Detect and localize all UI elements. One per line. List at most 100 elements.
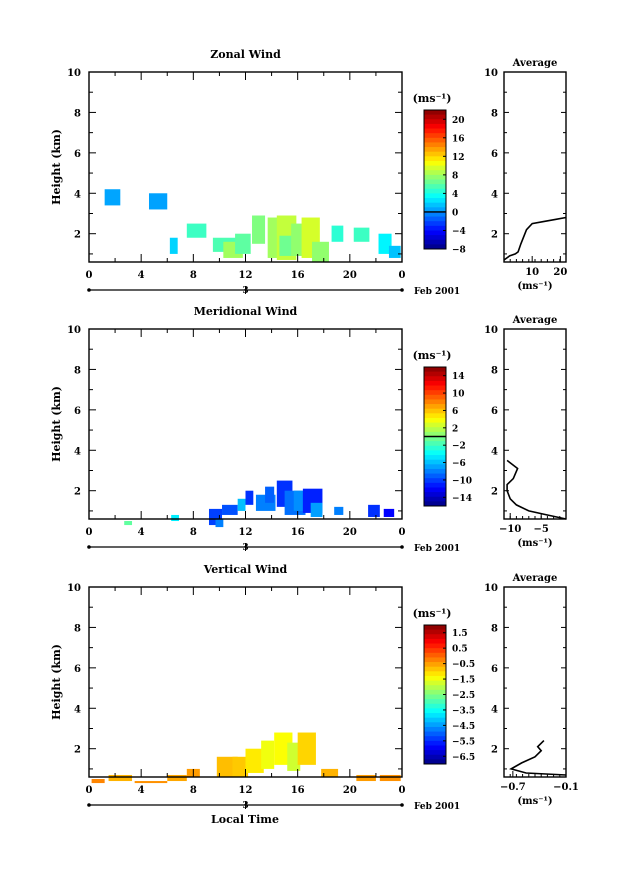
panel3-colorbar-segment-0	[424, 625, 446, 631]
panel2-colorbar-segment-15	[424, 436, 446, 442]
panel3-colorbar-segment-25	[424, 740, 446, 746]
panel1-colorbar-segment-0	[424, 110, 446, 116]
panel3-data-cell-11	[297, 732, 316, 765]
panel1-colorbar-segment-5	[424, 133, 446, 139]
panel1-xtick-label: 0	[399, 270, 406, 281]
panel1-colorbar-tick-label: 20	[452, 116, 465, 126]
panel1-day-axis-end	[400, 288, 404, 292]
panel2-profile-ytick-label: 8	[491, 365, 498, 376]
panel3-ytick-label: 10	[67, 583, 81, 594]
panel1-data-cell-17	[388, 245, 401, 258]
panel3-data-cell-1	[108, 774, 133, 782]
panel3-xtick-label: 12	[239, 785, 253, 796]
panel3-colorbar-segment-21	[424, 722, 446, 728]
panel2-data-cell-15	[368, 504, 380, 517]
panel2-colorbar-segment-16	[424, 441, 446, 447]
panel2-date-label: Feb 2001	[414, 544, 460, 554]
panel1-colorbar-segment-11	[424, 160, 446, 167]
panel2-colorbar-segment-4	[424, 385, 446, 391]
panel2-colorbar-segment-20	[424, 459, 446, 465]
panel2-colorbar-tick-label: −2	[452, 442, 466, 452]
panel1-data-cell-2	[169, 237, 178, 254]
panel1-ytick-label: 4	[74, 189, 81, 200]
panel2-profile-xtick-label: −10	[499, 524, 521, 535]
panel1-data-cell-16	[378, 233, 392, 254]
panel2-ylabel: Height (km)	[50, 386, 63, 462]
panel1-colorbar-segment-25	[424, 225, 446, 231]
panel2-colorbar-segment-5	[424, 390, 446, 396]
panel2-data-cell-14	[334, 506, 344, 515]
panel2-colorbar-segment-12	[424, 422, 446, 428]
panel3-colorbar-segment-13	[424, 685, 446, 691]
panel2-xtick-label: 0	[399, 527, 406, 538]
panel2-data-cell-11	[293, 490, 303, 511]
panel2-xtick-label: 12	[239, 527, 253, 538]
panel3-xtick-label: 0	[399, 785, 406, 796]
panel1-ytick-label: 10	[67, 68, 81, 79]
panel2-profile-xlabel: (ms⁻¹)	[517, 538, 552, 549]
panel2-colorbar-tick-label: 10	[452, 390, 465, 400]
panel3-colorbar-segment-10	[424, 671, 446, 677]
panel2-xtick-label: 0	[86, 527, 93, 538]
panel3-colorbar-segment-22	[424, 726, 446, 733]
panel2-colorbar-segment-26	[424, 487, 446, 493]
panel2-data-cell-3	[215, 519, 224, 528]
panel1-xtick-label: 12	[239, 270, 253, 281]
panel2-data-cell-0	[124, 521, 133, 526]
panel1-profile-frame	[503, 71, 567, 263]
panel2-colorbar-segment-22	[424, 468, 446, 475]
panel1-colorbar-segment-12	[424, 165, 446, 171]
panel1-colorbar-segment-29	[424, 244, 446, 250]
panel2-xtick-label: 16	[291, 527, 305, 538]
panel1-colorbar-tick-label: 12	[452, 153, 465, 163]
panel1-colorbar-unit: (ms⁻¹)	[413, 92, 452, 105]
panel1-colorbar-segment-8	[424, 147, 446, 153]
panel1-date-label: Feb 2001	[414, 287, 460, 297]
panel1-profile-xlabel: (ms⁻¹)	[517, 281, 552, 292]
panel3-profile-line	[509, 740, 567, 776]
panel1-colorbar-segment-3	[424, 123, 446, 130]
panel1-colorbar-segment-4	[424, 128, 446, 134]
panel1-profile-ytick-label: 4	[491, 189, 498, 200]
panel3-profile-frame	[503, 586, 567, 778]
panel1-day-axis-start	[87, 288, 91, 292]
panel2-profile-line	[506, 459, 567, 520]
panel1-profile-xtick-label: 10	[525, 267, 539, 278]
panel1-colorbar-tick-label: 0	[452, 208, 458, 218]
panel2-colorbar-tick-label: 6	[452, 407, 458, 417]
panel1-colorbar-segment-7	[424, 142, 446, 148]
panel1-profile-line	[503, 216, 567, 261]
panel1-profile-title: Average	[512, 58, 558, 69]
panel3-profile-ytick-label: 2	[491, 745, 498, 756]
panel1-colorbar-tick-label: 16	[452, 134, 465, 144]
panel2-colorbar-segment-3	[424, 380, 446, 387]
panel2-data-cell-1	[171, 514, 179, 522]
panel1-xtick-label: 20	[343, 270, 357, 281]
xaxis-title: Local Time	[211, 813, 279, 826]
panel3-colorbar-tick-label: −5.5	[452, 737, 475, 747]
panel3-ytick-label: 4	[74, 704, 81, 715]
panel2-data-cell-13	[310, 502, 323, 517]
panel3-colorbar-segment-23	[424, 731, 446, 737]
panel1-colorbar-segment-10	[424, 156, 446, 162]
panel3-colorbar-segment-8	[424, 662, 446, 668]
panel2-colorbar-segment-19	[424, 455, 446, 461]
panel3-profile-ytick-label: 8	[491, 623, 498, 634]
panel1-data-cell-6	[235, 233, 251, 254]
panel1-data-cell-1	[148, 193, 168, 210]
panel2-title: Meridional Wind	[194, 305, 298, 318]
panel2-ytick-label: 8	[74, 365, 81, 376]
panel3-colorbar-segment-18	[424, 708, 446, 714]
panel3-colorbar-tick-label: −3.5	[452, 706, 475, 716]
panel2-ytick-label: 10	[67, 325, 81, 336]
panel2-day-axis-start	[87, 545, 91, 549]
panel3-colorbar-segment-19	[424, 713, 446, 719]
panel1-colorbar-segment-20	[424, 202, 446, 208]
panel3-xtick-label: 4	[138, 785, 145, 796]
panel1-data-cell-14	[331, 225, 344, 242]
panel1-colorbar-frame	[423, 109, 447, 250]
panel3-colorbar-tick-label: −4.5	[452, 722, 475, 732]
panel2-colorbar-tick-label: −14	[452, 494, 472, 504]
panel1-ytick-label: 8	[74, 108, 81, 119]
